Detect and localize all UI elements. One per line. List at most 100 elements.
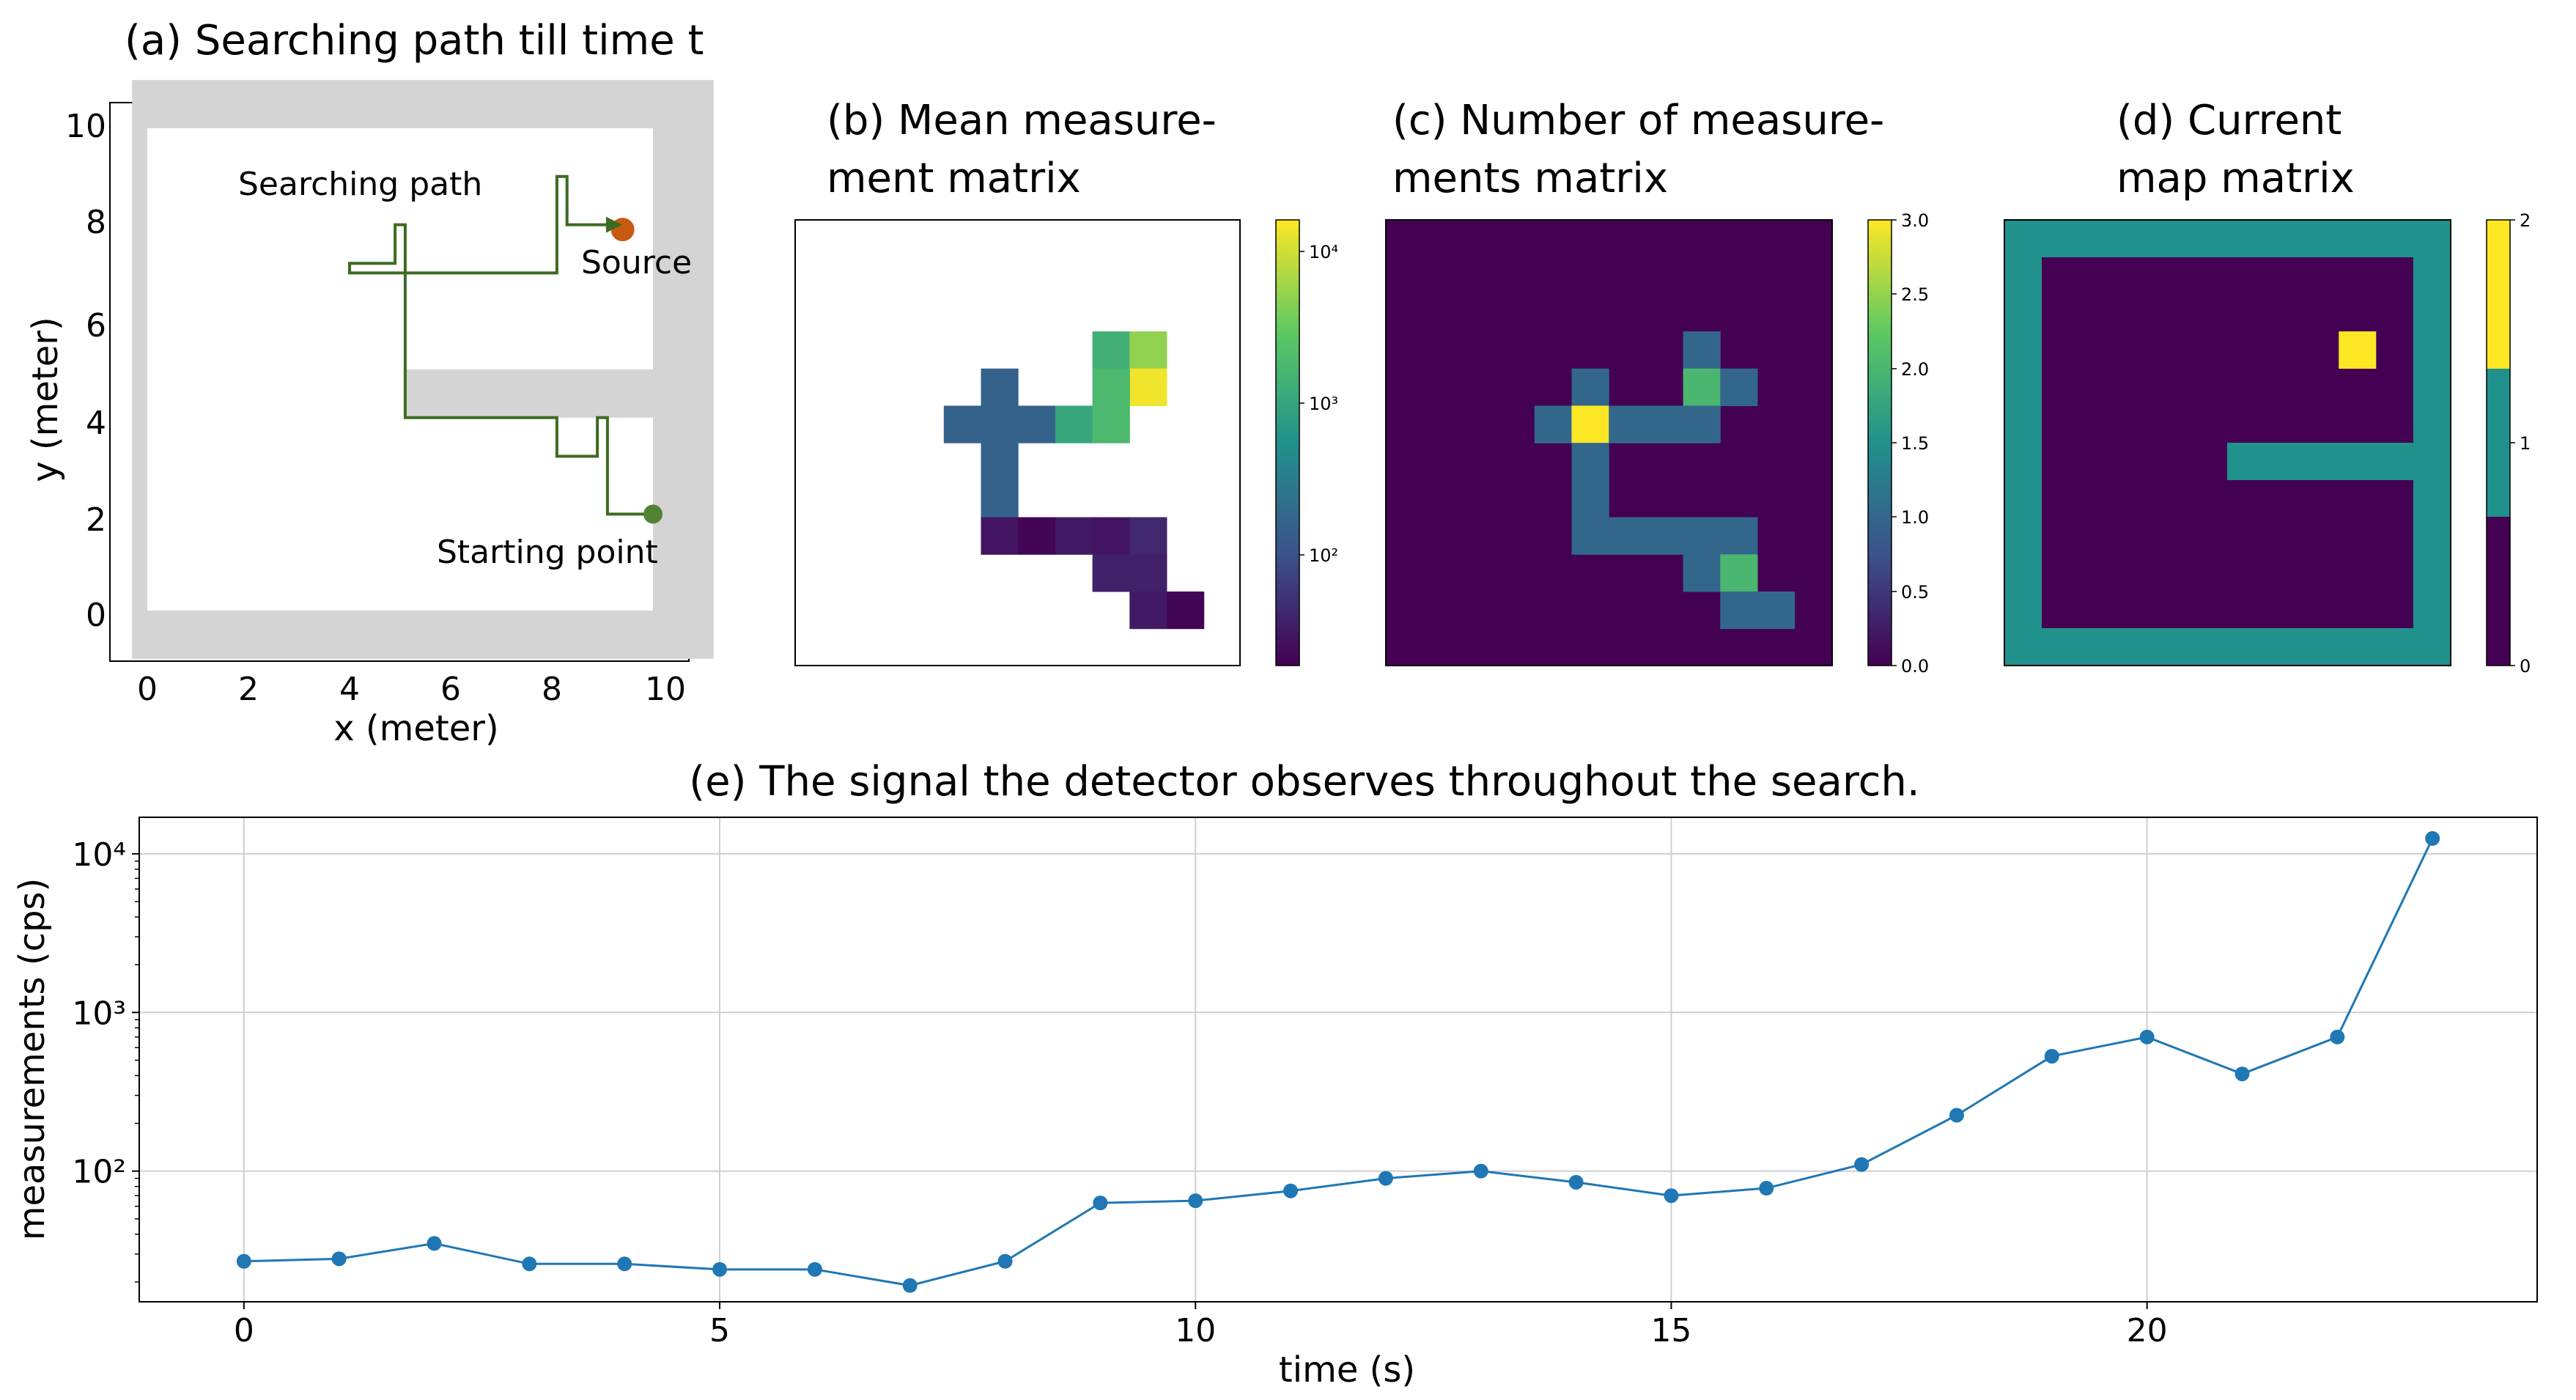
e-data-point [427,1236,442,1251]
b-matrix-cell [1092,554,1130,592]
c-matrix-cell [1645,405,1684,443]
c-cb-tick-1.5: 1.5 [1901,433,1929,454]
e-xtick-label: 15 [1650,1312,1691,1349]
starting-point-marker [643,504,663,524]
c-cb-tick-2.5: 2.5 [1901,284,1929,305]
panel-d-title-line2: map matrix [2116,155,2355,202]
e-data-point [617,1256,632,1272]
e-data-point [902,1278,918,1293]
c-matrix-cell [1534,405,1572,443]
a-xtick-8: 8 [542,671,562,708]
d-cb-tick-0: 0 [2520,656,2531,677]
b-matrix-cell [1092,368,1130,406]
searching-path-label: Searching path [238,166,482,203]
c-matrix-cell [1720,517,1758,555]
e-data-point [1568,1174,1584,1190]
e-xtick-label: 5 [709,1312,730,1349]
e-ytick-label: 10⁴ [72,836,126,874]
c-matrix-cell [1609,517,1647,555]
a-xtick-10: 10 [645,671,686,708]
c-matrix-cell [1720,368,1758,406]
a-ytick-6: 6 [86,307,106,345]
b-matrix-cell [1018,405,1056,443]
panel-e-xlabel: time (s) [1279,1349,1415,1390]
source-label: Source [581,244,692,281]
c-matrix-cell [1683,368,1721,406]
a-ytick-10: 10 [65,108,106,145]
b-matrix-cell [981,405,1019,443]
panel-e: (e) The signal the detector observes thr… [12,758,2538,1390]
panel-d-source-cell [2339,331,2377,369]
panel-e-ylabel: measurements (cps) [12,878,53,1240]
e-data-point [2425,830,2440,846]
panel-e-frame [139,817,2538,1303]
c-matrix-cell [1571,479,1609,518]
b-cb-tick-1e3: 10³ [1309,394,1338,414]
e-data-point [2044,1048,2059,1064]
e-data-point [2330,1029,2345,1045]
panel-d-cb-seg-2 [2487,220,2510,369]
e-data-point [331,1251,347,1267]
b-matrix-cell [981,479,1019,518]
b-matrix-cell [1129,331,1167,369]
e-data-point [1854,1157,1870,1172]
e-data-point [1759,1181,1774,1196]
panel-b: (b) Mean measure- ment matrix 10⁴ 10³ 10… [794,97,1338,666]
e-series-line [243,838,2434,1287]
a-xtick-0: 0 [137,671,158,708]
panel-a: (a) Searching path till time t Searching… [25,17,714,749]
c-matrix-cell [1683,405,1721,443]
c-matrix-cell [1571,517,1609,555]
e-data-point [807,1261,822,1277]
panel-c-colorbar [1867,219,1892,666]
b-matrix-cell [1092,331,1130,369]
panel-c: (c) Number of measure- ments matrix 3.0 … [1385,97,1929,677]
panel-a-walls [132,80,714,659]
d-cb-tick-2: 2 [2520,210,2531,231]
path-arrowhead [605,216,622,233]
e-data-point [712,1261,728,1277]
searching-path-line [348,174,653,516]
panel-b-colorbar [1275,219,1300,666]
panel-c-cells [1534,331,1796,630]
e-xtick-label: 0 [234,1312,254,1349]
c-matrix-cell [1571,443,1609,481]
e-ytick-label: 10³ [72,995,126,1032]
b-matrix-cell [1055,517,1093,555]
e-data-point [1949,1108,1964,1123]
e-data-point [997,1253,1013,1269]
e-data-point [1378,1171,1393,1186]
c-matrix-cell [1609,405,1647,443]
e-xtick-label: 10 [1175,1312,1216,1349]
panel-d-title-line1: (d) Current [2116,97,2341,144]
d-cb-tick-1: 1 [2520,433,2531,454]
c-matrix-cell [1571,405,1609,443]
b-matrix-cell [981,443,1019,481]
panel-d-inner-wall [2227,443,2413,480]
panel-a-title: (a) Searching path till time t [125,17,704,65]
b-matrix-cell [1092,517,1130,555]
panel-c-title-line2: ments matrix [1392,155,1668,202]
c-matrix-cell [1720,592,1758,630]
e-ytick-label: 10² [72,1154,126,1191]
panel-b-cells [943,331,1205,630]
e-data-point [1473,1163,1488,1179]
a-xtick-6: 6 [440,671,461,708]
c-matrix-cell [1683,517,1721,555]
panel-a-xlabel: x (meter) [333,708,499,749]
panel-d-cb-seg-1 [2487,369,2510,517]
b-matrix-cell [981,368,1019,406]
b-matrix-cell [1018,517,1056,555]
c-cb-tick-1.0: 1.0 [1901,507,1929,528]
b-cb-tick-1e2: 10² [1309,545,1338,566]
e-data-point [236,1253,251,1269]
panel-b-title-line2: ment matrix [827,155,1081,202]
c-matrix-cell [1720,554,1758,592]
e-data-point [2139,1029,2155,1045]
b-cb-tick-1e4: 10⁴ [1309,242,1338,262]
b-matrix-cell [943,405,981,443]
c-cb-tick-0.0: 0.0 [1901,656,1929,677]
b-matrix-cell [1092,405,1130,443]
a-ytick-8: 8 [86,204,106,241]
